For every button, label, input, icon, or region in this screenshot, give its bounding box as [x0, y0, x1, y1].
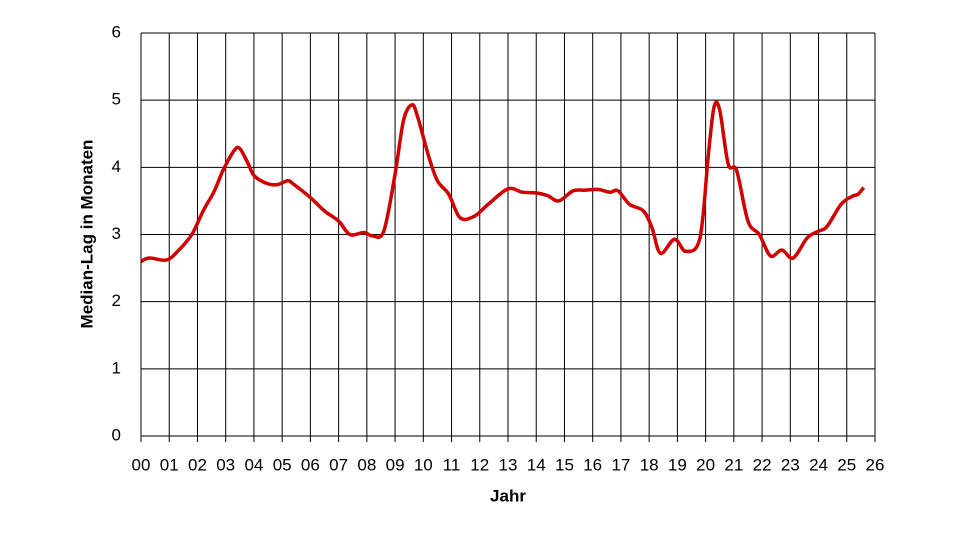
- x-axis-label: Jahr: [490, 486, 526, 505]
- x-tick-label: 05: [273, 455, 292, 474]
- y-tick-label: 2: [112, 291, 121, 310]
- x-tick-label: 07: [329, 455, 348, 474]
- x-tick-label: 16: [583, 455, 602, 474]
- x-tick-label: 01: [160, 455, 179, 474]
- y-tick-label: 5: [112, 90, 121, 109]
- y-tick-label: 1: [112, 358, 121, 377]
- data-line: [140, 100, 866, 263]
- x-tick-label: 13: [499, 455, 518, 474]
- x-tick-label: 20: [696, 455, 715, 474]
- x-tick-label: 00: [132, 455, 151, 474]
- x-tick-label: 26: [866, 455, 885, 474]
- y-tick-label: 3: [112, 224, 121, 243]
- x-tick-label: 12: [470, 455, 489, 474]
- x-tick-label: 15: [555, 455, 574, 474]
- x-tick-label: 09: [386, 455, 405, 474]
- x-tick-label: 18: [640, 455, 659, 474]
- y-tick-label: 4: [112, 157, 121, 176]
- x-tick-label: 10: [414, 455, 433, 474]
- x-tick-label: 11: [443, 455, 461, 474]
- x-tick-label: 14: [527, 455, 546, 474]
- x-tick-label: 23: [781, 455, 800, 474]
- y-tick-label: 0: [112, 425, 121, 444]
- x-tick-label: 06: [301, 455, 320, 474]
- x-tick-label: 24: [809, 455, 828, 474]
- x-tick-label: 19: [668, 455, 687, 474]
- x-tick-label: 22: [753, 455, 772, 474]
- x-tick-label: 17: [611, 455, 630, 474]
- x-tick-label: 08: [357, 455, 376, 474]
- y-tick-label: 6: [112, 22, 121, 41]
- x-tick-label: 21: [724, 455, 743, 474]
- y-axis-label: Median-Lag in Monaten: [77, 140, 96, 329]
- x-tick-label: 25: [837, 455, 856, 474]
- x-tick-label: 02: [188, 455, 207, 474]
- x-tick-label: 04: [244, 455, 263, 474]
- x-tick-label: 03: [216, 455, 235, 474]
